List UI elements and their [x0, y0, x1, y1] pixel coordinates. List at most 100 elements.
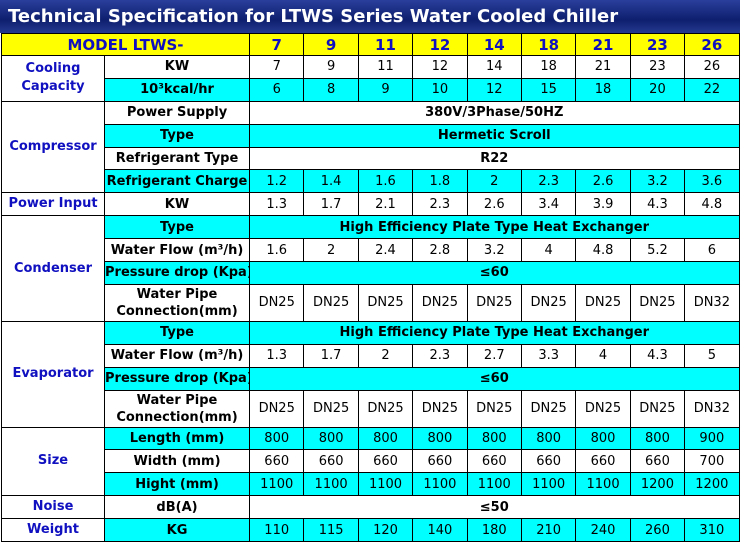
value-cell: 2.7: [466, 343, 522, 368]
value-cell: 1.2: [249, 169, 305, 194]
spec-row: Water Pipe Connection(mm) DN25 DN25 DN25 DN2…: [2, 389, 740, 428]
param-cell: Power Supply: [103, 100, 251, 125]
value-cell: DN25: [412, 283, 468, 322]
value-cell: 660: [629, 449, 686, 474]
value-cell: 3.2: [629, 169, 686, 194]
value-cell: DN32: [684, 283, 740, 322]
value-cell: 2.3: [412, 343, 468, 368]
value-cell: 3.2: [466, 238, 522, 263]
model-cell: 11: [357, 33, 414, 56]
value-cell: 14: [466, 55, 522, 79]
value-cell: 110: [249, 518, 305, 543]
value-cell: DN25: [629, 389, 686, 428]
spec-row: Cooling Capacity KW 7 9 11 12 14 18 21 23 26: [1, 55, 740, 102]
value-cell: 9: [303, 55, 359, 79]
value-cell: 1100: [466, 472, 522, 497]
value-cell: 900: [684, 426, 740, 451]
value-cell: 2: [303, 238, 359, 263]
param-cell: Water Flow (m³/h): [103, 238, 251, 263]
value-cell: 5.2: [629, 238, 686, 263]
value-cell: DN25: [520, 283, 577, 322]
value-cell: 9: [357, 77, 414, 102]
value-cell: 2.8: [412, 238, 468, 263]
value-cell: DN25: [629, 283, 686, 322]
value-cell: 1100: [357, 472, 414, 497]
spec-row: 10³kcal/hr 6 8 9 10 12 15 18 20 22: [2, 77, 740, 102]
param-cell: KW: [103, 192, 251, 217]
value-cell: 1.3: [249, 343, 305, 368]
param-cell: dB(A): [103, 495, 251, 520]
param-cell: Refrigerant Charge: [103, 169, 251, 194]
merged-value: ≤60: [249, 261, 740, 285]
value-cell: 4.3: [629, 192, 686, 217]
value-cell: 1200: [629, 472, 686, 497]
value-cell: 180: [466, 518, 522, 543]
value-cell: 2.6: [466, 192, 522, 217]
merged-value: Hermetic Scroll: [249, 123, 740, 148]
value-cell: 5: [684, 343, 740, 368]
value-cell: DN25: [249, 283, 305, 322]
value-cell: 115: [303, 518, 359, 543]
value-cell: 21: [575, 55, 631, 79]
value-cell: 660: [357, 449, 414, 474]
value-cell: 10: [412, 77, 468, 102]
value-cell: 140: [412, 518, 468, 543]
value-cell: DN25: [357, 389, 414, 428]
value-cell: 3.9: [575, 192, 631, 217]
value-cell: 800: [575, 426, 631, 451]
value-cell: 23: [629, 55, 686, 79]
merged-value: ≤60: [249, 366, 740, 391]
value-cell: 800: [303, 426, 359, 451]
param-cell: Water Pipe Connection(mm): [103, 283, 251, 322]
spec-row: Type Hermetic Scroll: [2, 123, 740, 148]
param-cell: Type: [103, 215, 251, 240]
value-cell: 1.3: [249, 192, 305, 217]
value-cell: 2.6: [575, 169, 631, 194]
value-cell: DN25: [520, 389, 577, 428]
value-cell: DN32: [684, 389, 740, 428]
model-cell: 12: [412, 33, 468, 56]
group-label: Compressor: [1, 100, 105, 194]
param-cell: Refrigerant Type: [103, 146, 251, 171]
value-cell: 210: [520, 518, 577, 543]
value-cell: 800: [357, 426, 414, 451]
spec-row: Water Pipe Connection(mm) DN25 DN25 DN25 DN2…: [2, 283, 740, 322]
model-cell: 7: [249, 33, 305, 56]
value-cell: DN25: [575, 389, 631, 428]
group-label: Condenser: [1, 215, 105, 322]
param-cell: KW: [103, 55, 251, 79]
spec-row: Noise dB(A) ≤50: [1, 495, 740, 520]
merged-value: ≤50: [249, 495, 740, 520]
value-cell: DN25: [303, 389, 359, 428]
group-label: Weight: [1, 518, 105, 543]
value-cell: 1.4: [303, 169, 359, 194]
value-cell: 660: [412, 449, 468, 474]
param-cell: Width (mm): [103, 449, 251, 474]
value-cell: 3.6: [684, 169, 740, 194]
spec-row: Water Flow (m³/h) 1.6 2 2.4 2.8 3.2 4 4.8 5.2 6: [2, 238, 740, 263]
value-cell: DN25: [466, 389, 522, 428]
spec-row: Size Length (mm) 800 800 800 800 800 800 800 800 9…: [1, 426, 740, 497]
value-cell: 4.8: [575, 238, 631, 263]
value-cell: DN25: [249, 389, 305, 428]
value-cell: 3.4: [520, 192, 577, 217]
value-cell: 1200: [684, 472, 740, 497]
value-cell: 2.4: [357, 238, 414, 263]
header-row: MODEL LTWS- 7 9 11 12 14 18 21 23 26: [0, 33, 740, 56]
model-cell: 26: [684, 33, 740, 56]
param-cell: 10³kcal/hr: [103, 77, 251, 102]
value-cell: DN25: [357, 283, 414, 322]
param-cell: Pressure drop (Kpa): [103, 366, 251, 391]
value-cell: 4.3: [629, 343, 686, 368]
param-cell: Type: [103, 320, 251, 345]
group-label: Cooling Capacity: [1, 55, 105, 102]
value-cell: 1.7: [303, 343, 359, 368]
value-cell: 4: [520, 238, 577, 263]
spec-row: Width (mm) 660 660 660 660 660 660 660 660 700: [2, 449, 740, 474]
value-cell: DN25: [466, 283, 522, 322]
value-cell: 12: [412, 55, 468, 79]
value-cell: 1.6: [249, 238, 305, 263]
value-cell: 1100: [575, 472, 631, 497]
value-cell: 310: [684, 518, 740, 543]
value-cell: 1.7: [303, 192, 359, 217]
